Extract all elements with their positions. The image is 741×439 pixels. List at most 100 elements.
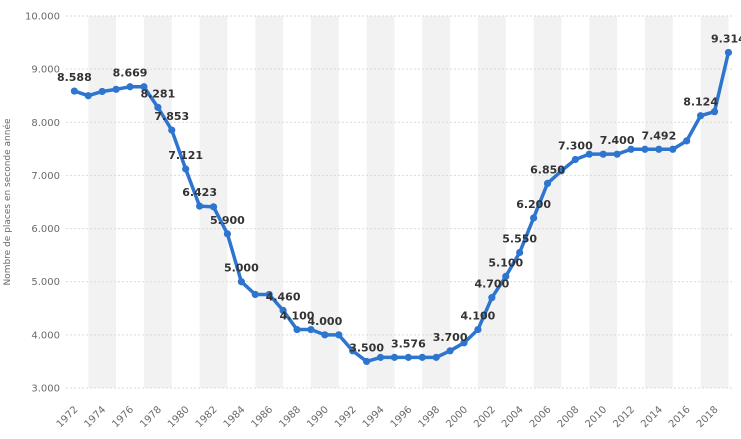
data-label: 3.576 — [391, 337, 426, 350]
shaded-band — [366, 16, 395, 388]
alternating-bands — [88, 16, 729, 388]
data-point — [376, 353, 385, 361]
x-tick-label: 1992 — [333, 404, 359, 430]
x-tick-label: 2010 — [584, 404, 610, 430]
data-point — [474, 325, 482, 334]
data-point — [460, 339, 468, 347]
y-axis-ticks: 3.000 4.000 5.000 6.000 7.000 8.000 9.000 10.00… — [25, 12, 60, 395]
x-tick-label: 1978 — [138, 404, 164, 430]
data-point — [168, 126, 176, 134]
data-point — [710, 108, 719, 116]
y-axis-title: Nombre de places en seconde année — [2, 118, 13, 286]
data-point — [432, 353, 440, 361]
x-tick-label: 2008 — [556, 404, 582, 430]
x-tick-label: 1996 — [389, 404, 415, 430]
data-point — [418, 353, 426, 361]
data-label: 4.000 — [307, 315, 342, 328]
data-point — [70, 87, 78, 95]
shaded-band — [644, 16, 673, 388]
data-point — [251, 290, 259, 299]
data-point — [237, 278, 245, 286]
shaded-band — [477, 16, 506, 388]
shaded-band — [143, 16, 172, 388]
shaded-band — [255, 16, 284, 388]
data-point — [363, 357, 371, 366]
x-tick-label: 1974 — [83, 404, 109, 430]
data-point — [530, 214, 538, 222]
y-tick-label: 6.000 — [31, 224, 60, 235]
data-point — [321, 331, 329, 339]
data-point — [502, 272, 510, 280]
data-label: 7.853 — [154, 110, 189, 123]
data-label: 8.124 — [683, 96, 718, 109]
data-point — [724, 48, 733, 57]
data-label: 7.492 — [641, 129, 676, 142]
data-point — [557, 167, 566, 175]
data-label: 6.850 — [530, 163, 565, 176]
data-point — [697, 112, 705, 120]
x-axis-ticks: 1972 1974 1976 1978 1980 1982 1984 1986 1988 1990… — [55, 404, 721, 430]
data-point — [669, 145, 677, 153]
x-tick-label: 1988 — [277, 404, 303, 430]
x-tick-label: 2014 — [639, 404, 665, 430]
data-point — [265, 290, 273, 299]
data-label: 9.314 — [711, 32, 741, 45]
y-tick-label: 3.000 — [31, 384, 60, 395]
data-point — [404, 353, 412, 361]
data-point — [196, 202, 204, 210]
data-label: 7.300 — [558, 139, 593, 152]
data-point — [349, 347, 357, 355]
data-point — [655, 145, 663, 153]
x-tick-label: 1990 — [305, 404, 331, 430]
shaded-band — [422, 16, 451, 388]
data-label: 6.200 — [516, 198, 551, 211]
gridlines — [66, 15, 734, 389]
data-label: 5.100 — [488, 256, 523, 269]
data-point — [488, 294, 496, 302]
data-label: 5.000 — [224, 262, 259, 275]
data-point — [627, 145, 635, 153]
y-tick-label: 7.000 — [31, 171, 60, 182]
data-point — [112, 85, 120, 93]
shaded-band — [199, 16, 228, 388]
data-point — [154, 103, 162, 111]
x-tick-label: 2018 — [695, 404, 721, 430]
y-tick-label: 5.000 — [31, 277, 60, 288]
x-tick-label: 1984 — [222, 404, 248, 430]
data-label: 4.100 — [461, 310, 496, 323]
x-tick-label: 1980 — [166, 404, 192, 430]
x-tick-label: 1972 — [55, 404, 81, 430]
data-labels: 8.588 8.669 8.281 7.853 7.121 6.423 5.900 5.000… — [57, 32, 741, 354]
data-point — [446, 347, 454, 355]
data-point — [140, 83, 148, 91]
data-point — [641, 145, 649, 153]
data-point — [182, 165, 190, 173]
data-point — [279, 306, 287, 315]
data-label: 7.400 — [600, 134, 635, 147]
shaded-band — [88, 16, 117, 388]
data-point — [683, 137, 691, 145]
data-label: 8.669 — [113, 67, 148, 80]
data-point — [335, 331, 343, 339]
data-label: 4.700 — [474, 278, 509, 291]
y-tick-label: 4.000 — [31, 330, 60, 341]
data-label: 8.281 — [140, 87, 175, 100]
data-point — [571, 155, 579, 164]
x-tick-label: 2012 — [611, 404, 637, 430]
data-point — [223, 230, 232, 238]
data-point — [390, 353, 399, 361]
data-point — [543, 179, 552, 187]
data-point — [84, 92, 92, 100]
data-label: 5.900 — [210, 214, 245, 227]
data-label: 3.700 — [433, 331, 468, 344]
data-point — [516, 248, 524, 257]
data-label: 5.550 — [502, 232, 537, 245]
shaded-band — [589, 16, 618, 388]
data-point — [126, 83, 134, 91]
shaded-band — [310, 16, 339, 388]
data-point — [293, 325, 301, 334]
x-tick-label: 2000 — [444, 404, 470, 430]
x-tick-label: 1994 — [361, 404, 387, 430]
x-tick-label: 1986 — [250, 404, 276, 430]
